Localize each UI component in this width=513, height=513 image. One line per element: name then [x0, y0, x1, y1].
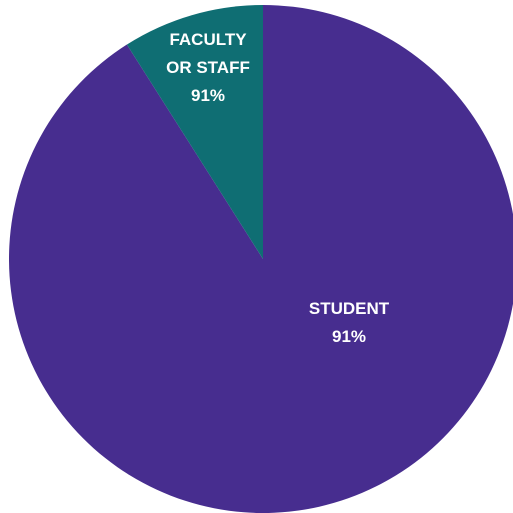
- labels-layer: STUDENT 91% FACULTY OR STAFF 91%: [166, 30, 390, 346]
- slice-label-1-line-2: 91%: [191, 86, 225, 105]
- pie-slice-1: [126, 5, 264, 259]
- slice-label-0: STUDENT 91%: [309, 299, 390, 346]
- slice-label-1-line-0: FACULTY: [169, 30, 247, 49]
- slice-label-0-line-0: STUDENT: [309, 299, 390, 318]
- slices-layer: [9, 5, 513, 513]
- pie-slice-0: [9, 5, 513, 513]
- slice-label-1: FACULTY OR STAFF 91%: [166, 30, 250, 105]
- slice-label-0-line-1: 91%: [332, 327, 366, 346]
- slice-label-1-line-1: OR STAFF: [166, 58, 250, 77]
